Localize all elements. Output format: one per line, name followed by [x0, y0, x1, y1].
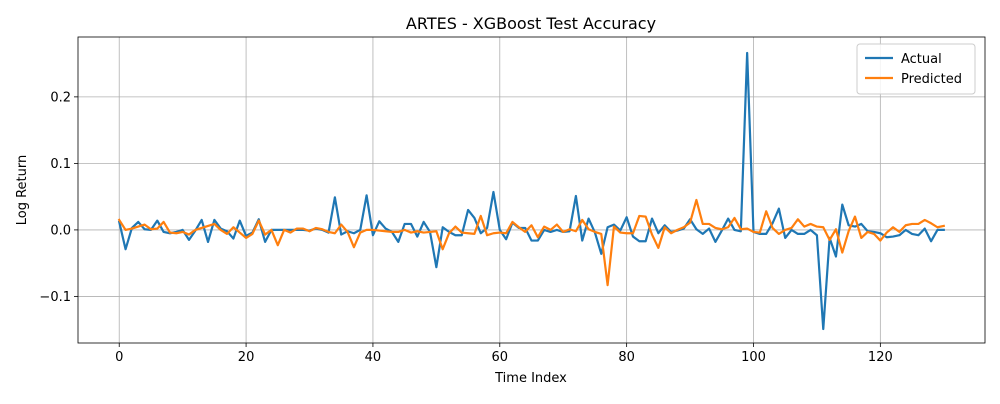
x-axis-label: Time Index [494, 371, 567, 386]
x-tick-label: 20 [238, 350, 255, 365]
legend-label-actual: Actual [901, 52, 942, 67]
x-tick-label: 80 [618, 350, 635, 365]
x-tick-label: 100 [741, 350, 766, 365]
x-tick-label: 0 [115, 350, 123, 365]
legend-box [856, 43, 976, 95]
legend-label-predicted: Predicted [901, 72, 962, 87]
series-lines [117, 51, 946, 331]
chart-title: ARTES - XGBoost Test Accuracy [406, 14, 656, 33]
y-tick-label: 0.2 [50, 90, 71, 105]
plot-frame [77, 36, 986, 344]
y-axis-label: Log Return [15, 155, 30, 226]
x-tick-label: 60 [492, 350, 509, 365]
grid-lines [78, 37, 985, 343]
series-line-predicted [117, 198, 946, 287]
legend: Actual Predicted [856, 43, 976, 95]
y-tick-label: 0.1 [50, 157, 71, 172]
y-tick-label: −0.1 [39, 290, 71, 305]
x-tick-label: 40 [365, 350, 382, 365]
x-tick-label: 120 [868, 350, 893, 365]
y-tick-label: 0.0 [50, 223, 71, 238]
axis-ticks: 0 20 40 60 80 100 120 −0.1 0.0 0.1 0.2 [39, 90, 892, 365]
